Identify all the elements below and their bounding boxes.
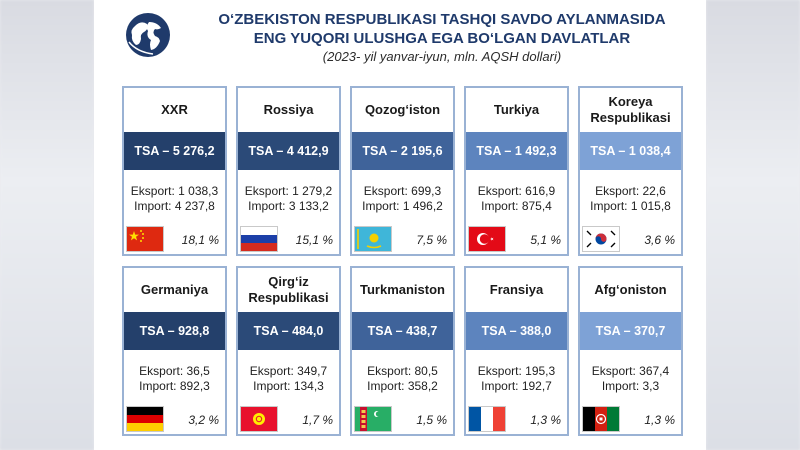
page-subtitle: (2023- yil yanvar-iyun, mln. AQSH dollar… [322,49,562,64]
background-blur-right [706,0,800,450]
russia-flag-icon [241,227,277,251]
import-value: Import: 3,3 [601,379,660,393]
country-card: Turkiya TSA – 1 492,3 Eksport: 616,9 Import… [464,86,569,256]
country-card: Qozog‘iston TSA – 2 195,6 Eksport: 699,3 Im… [350,86,455,256]
share-percent: 1,7 % [302,413,333,427]
tsa-value: TSA – 1 492,3 [466,132,567,170]
import-value: Import: 892,3 [139,379,210,393]
france-flag-icon [469,407,505,431]
share-percent: 5,1 % [530,233,561,247]
country-card: Turkmaniston TSA – 438,7 Eksport: 80,5 Impo… [350,266,455,436]
country-name: Fransiya [489,282,544,297]
country-card: Afg‘oniston TSA – 370,7 Eksport: 367,4 Impo… [578,266,683,436]
china-flag-icon [127,227,163,251]
globe-icon [126,13,170,57]
tsa-value: TSA – 5 276,2 [124,132,225,170]
country-card: XXR TSA – 5 276,2 Eksport: 1 038,3 Import: … [122,86,227,256]
country-card: Qirg‘iz Respublikasi TSA – 484,0 Eksport: … [236,266,341,436]
import-value: Import: 1 496,2 [362,199,443,213]
country-card: Germaniya TSA – 928,8 Eksport: 36,5 Import:… [122,266,227,436]
country-name: Qozog‘iston [364,102,441,117]
tsa-value: TSA – 438,7 [352,312,453,350]
south-korea-flag-icon [583,227,619,251]
country-name: Koreya Respublikasi [590,94,671,125]
tsa-value: TSA – 370,7 [580,312,681,350]
export-value: Eksport: 616,9 [477,184,556,198]
export-value: Eksport: 80,5 [367,364,438,378]
import-value: Import: 1 015,8 [590,199,671,213]
import-value: Import: 3 133,2 [248,199,329,213]
export-value: Eksport: 22,6 [595,184,666,198]
import-value: Import: 134,3 [253,379,324,393]
afghanistan-flag-icon [583,407,619,431]
export-value: Eksport: 367,4 [591,364,670,378]
share-percent: 1,3 % [530,413,561,427]
country-card: Fransiya TSA – 388,0 Eksport: 195,3 Import:… [464,266,569,436]
tsa-value: TSA – 1 038,4 [580,132,681,170]
tsa-value: TSA – 4 412,9 [238,132,339,170]
share-percent: 3,6 % [644,233,675,247]
kyrgyzstan-flag-icon [241,407,277,431]
country-name: XXR [161,102,188,117]
turkmenistan-flag-icon [355,407,391,431]
country-name: Germaniya [140,282,209,297]
turkey-flag-icon [469,227,505,251]
country-name: Rossiya [263,102,314,117]
tsa-value: TSA – 928,8 [124,312,225,350]
share-percent: 1,5 % [416,413,447,427]
export-value: Eksport: 195,3 [477,364,556,378]
title-line-2: ENG YUQORI ULUSHGA EGA BO‘LGAN DAVLATLAR [253,30,631,47]
share-percent: 3,2 % [188,413,219,427]
country-card: Rossiya TSA – 4 412,9 Eksport: 1 279,2 Impo… [236,86,341,256]
export-value: Eksport: 36,5 [139,364,210,378]
title-line-1: O‘ZBEKISTON RESPUBLIKASI TASHQI SAVDO AY… [218,11,666,28]
import-value: Import: 875,4 [481,199,552,213]
background-blur-left [0,0,94,450]
country-name: Turkmaniston [360,282,445,297]
export-value: Eksport: 699,3 [363,184,442,198]
share-percent: 15,1 % [295,233,333,247]
share-percent: 1,3 % [644,413,675,427]
import-value: Import: 4 237,8 [134,199,215,213]
germany-flag-icon [127,407,163,431]
share-percent: 18,1 % [181,233,219,247]
import-value: Import: 358,2 [367,379,438,393]
country-name: Afg‘oniston [594,282,667,297]
kazakhstan-flag-icon [355,227,391,251]
import-value: Import: 192,7 [481,379,552,393]
export-value: Eksport: 349,7 [249,364,328,378]
tsa-value: TSA – 484,0 [238,312,339,350]
infographic-panel: O‘ZBEKISTON RESPUBLIKASI TASHQI SAVDO AY… [94,0,706,450]
export-value: Eksport: 1 279,2 [244,184,333,198]
share-percent: 7,5 % [416,233,447,247]
export-value: Eksport: 1 038,3 [130,184,219,198]
country-name: Qirg‘iz Respublikasi [248,274,329,305]
tsa-value: TSA – 2 195,6 [352,132,453,170]
country-name: Turkiya [493,102,540,117]
page-title: O‘ZBEKISTON RESPUBLIKASI TASHQI SAVDO AY… [182,10,702,48]
country-card: Koreya Respublikasi TSA – 1 038,4 Eksport:… [578,86,683,256]
tsa-value: TSA – 388,0 [466,312,567,350]
